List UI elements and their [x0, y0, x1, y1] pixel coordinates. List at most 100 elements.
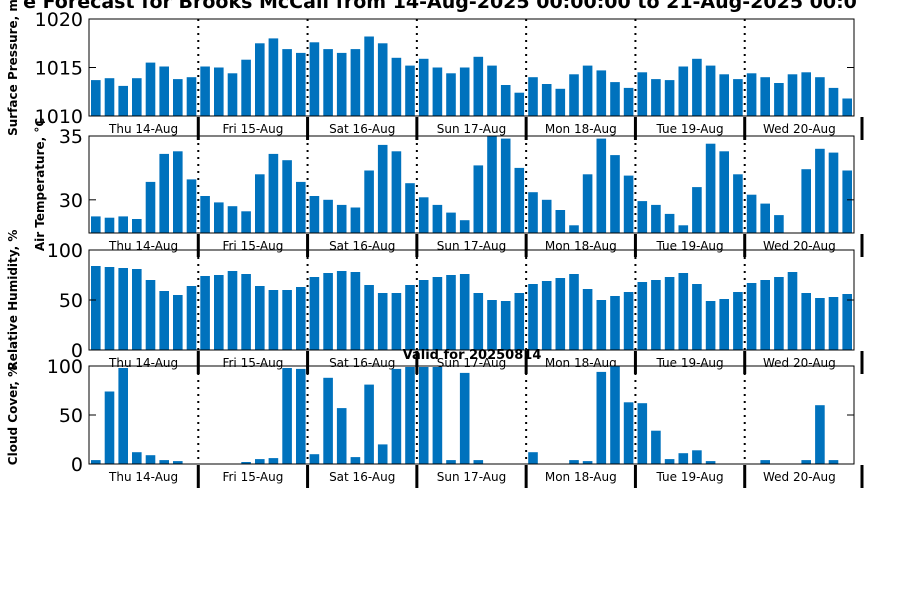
- day-label: Fri 15-Aug: [222, 122, 283, 136]
- bar: [282, 160, 292, 233]
- y-axis-label: Surface Pressure, m: [6, 0, 20, 136]
- bar: [487, 300, 497, 350]
- bar: [705, 65, 716, 116]
- day-label: Thu 14-Aug: [108, 470, 178, 484]
- axes-frame: [88, 365, 855, 465]
- bar: [541, 281, 552, 350]
- bar: [459, 372, 470, 464]
- bar: [391, 151, 402, 233]
- bar: [842, 170, 852, 233]
- day-label: Sun 17-Aug: [437, 239, 506, 253]
- bar: [296, 52, 306, 116]
- bar: [692, 450, 702, 464]
- bar: [418, 58, 429, 116]
- bar: [569, 274, 579, 350]
- day-label: Sat 16-Aug: [329, 122, 395, 136]
- bar: [514, 167, 525, 233]
- day-label: Wed 20-Aug: [763, 239, 836, 253]
- y-tick-label: 50: [59, 405, 83, 427]
- bar: [610, 296, 620, 350]
- y-axis-label: Relative Humidity, %: [6, 230, 20, 371]
- day-label: Fri 15-Aug: [222, 470, 283, 484]
- bar: [159, 291, 169, 350]
- bar: [309, 454, 320, 464]
- bar: [787, 74, 798, 116]
- y-tick-label: 1020: [35, 9, 83, 31]
- bar: [692, 187, 702, 233]
- bar: [336, 204, 347, 233]
- bar: [200, 276, 210, 350]
- bar: [200, 66, 210, 116]
- bar: [214, 202, 224, 233]
- bar: [473, 165, 484, 233]
- chart-panel-4: Thu 14-Aug Fri 15-Aug Sat 16-Aug Sun 17-Aug…: [6, 356, 864, 488]
- bar: [473, 460, 484, 464]
- bar: [391, 293, 402, 350]
- bar: [104, 267, 115, 350]
- bar: [637, 201, 648, 233]
- chart-panel-2: Thu 14-Aug Fri 15-Aug Sat 16-Aug Sun 17-Aug…: [33, 118, 864, 257]
- bar: [582, 289, 593, 350]
- day-label: Sun 17-Aug: [437, 470, 506, 484]
- day-label: Tue 19-Aug: [656, 122, 724, 136]
- bar: [173, 79, 183, 116]
- day-label: Mon 18-Aug: [545, 356, 617, 370]
- bar: [787, 272, 798, 350]
- bar: [104, 78, 115, 116]
- day-label: Thu 14-Aug: [108, 239, 178, 253]
- bar: [459, 274, 470, 350]
- y-tick-label: 30: [59, 190, 83, 212]
- bar: [651, 79, 661, 116]
- bar: [528, 284, 538, 350]
- bar: [801, 169, 811, 233]
- bar: [541, 199, 552, 233]
- bar: [746, 194, 757, 233]
- bar: [255, 43, 265, 117]
- bar: [596, 371, 607, 464]
- bar: [500, 85, 511, 116]
- bar: [255, 286, 265, 350]
- bar: [377, 144, 388, 233]
- bar: [815, 148, 825, 233]
- bar: [296, 287, 306, 350]
- bar: [801, 72, 811, 116]
- bar: [118, 368, 128, 464]
- day-label: Mon 18-Aug: [545, 239, 617, 253]
- bar: [296, 368, 306, 464]
- bar: [692, 58, 702, 116]
- day-label: Mon 18-Aug: [545, 470, 617, 484]
- bar: [132, 219, 142, 233]
- bar: [555, 88, 566, 116]
- bar: [377, 444, 388, 464]
- bar: [255, 459, 265, 464]
- bar: [528, 77, 538, 116]
- bar: [582, 174, 593, 233]
- bar: [241, 274, 251, 350]
- bar: [610, 366, 620, 464]
- figure-title: e Forecast for Brooks McCall from 14-Aug…: [23, 0, 857, 13]
- bar: [118, 216, 128, 233]
- bar: [432, 67, 443, 116]
- bar: [664, 213, 675, 233]
- bar: [596, 70, 607, 116]
- bar: [555, 278, 566, 350]
- day-label: Tue 19-Aug: [656, 470, 724, 484]
- bar: [186, 286, 197, 350]
- bar: [364, 170, 374, 233]
- bar: [214, 275, 224, 350]
- bar: [186, 179, 197, 233]
- bar: [145, 62, 156, 116]
- bar: [282, 49, 292, 116]
- bar: [828, 152, 839, 233]
- bar: [268, 458, 279, 464]
- y-axis-label: Air Temperature, °C: [33, 118, 47, 252]
- day-label: Thu 14-Aug: [108, 122, 178, 136]
- bar: [173, 461, 183, 464]
- day-label: Tue 19-Aug: [656, 239, 724, 253]
- y-tick-label: 1010: [35, 106, 83, 128]
- bar: [418, 197, 429, 233]
- bar: [227, 271, 238, 350]
- bar: [446, 212, 456, 233]
- bar: [514, 92, 525, 116]
